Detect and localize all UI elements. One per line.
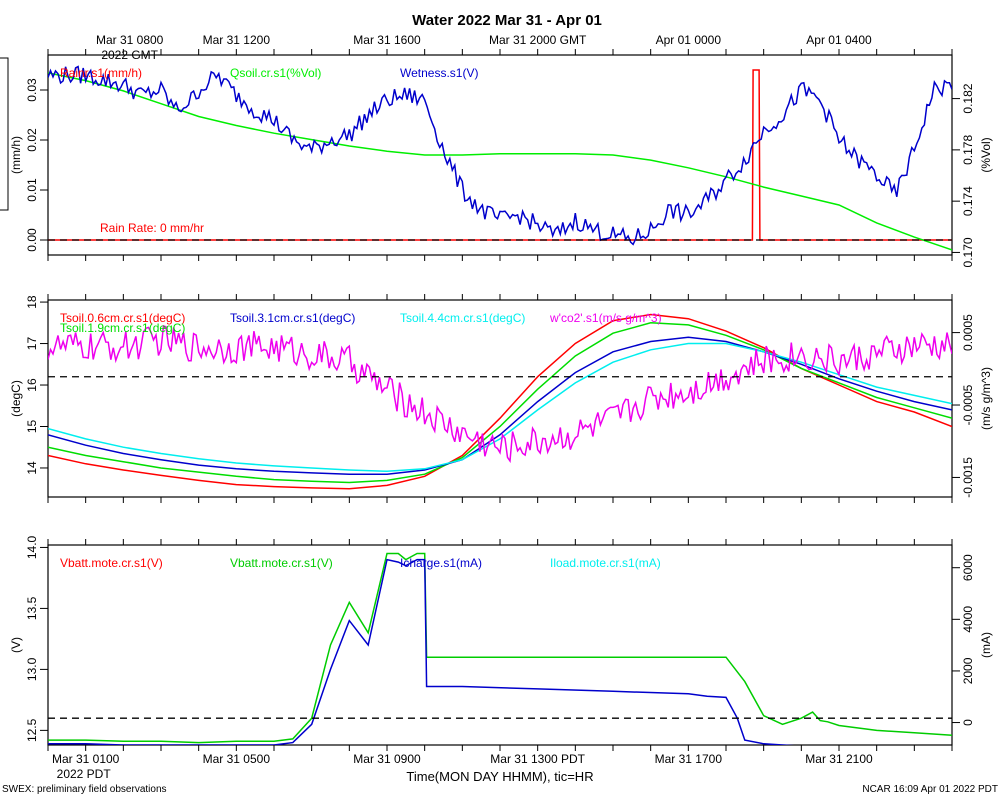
y-tick-label-left: 0.03 — [25, 78, 39, 102]
legend-label: Icharge.s1(mA) — [400, 556, 482, 570]
y-tick-label-right: 4000 — [961, 606, 975, 633]
series-line-2 — [48, 336, 952, 475]
panel-soil-temperature-panel: 14 15 16 17 18 -0.0015 -0.0005 0.0005 (degC) (m/s… — [9, 294, 993, 503]
x-axis-title: Time(MON DAY HHMM), tic=HR — [406, 769, 593, 784]
y-tick-label-right: 0.178 — [961, 135, 975, 165]
y-tick-label-right: 0.174 — [961, 186, 975, 216]
left-margin-box — [0, 57, 9, 211]
y-tick-label-left: 0.02 — [25, 128, 39, 152]
panel-power-panel: 12.5 13.0 13.5 14.0 0 2000 4000 6000 (V) (mA) Vbat… — [9, 535, 993, 751]
top-time-label: Apr 01 0400 — [806, 33, 872, 47]
top-time-label: Mar 31 0800 — [96, 33, 164, 47]
y-axis-label-left: (degC) — [9, 380, 23, 417]
y-tick-label-left: 14.0 — [25, 535, 39, 559]
panel-rain-moisture-panel: 0.00 0.01 0.02 0.03 0.170 0.174 0.178 0.182 (mm/… — [9, 49, 993, 267]
y-axis-label-right: (%Vol) — [979, 137, 993, 172]
legend-label: Tsoil.3.1cm.cr.s1(degC) — [230, 311, 355, 325]
legend-label: Tsoil.0.6cm.cr.s1(degC) — [60, 311, 185, 325]
footer-left-note: SWEX: preliminary field observations — [2, 784, 167, 795]
bottom-time-label: Mar 31 1300 PDT — [490, 752, 585, 766]
y-tick-label-right: -0.0005 — [961, 384, 975, 425]
series-line-2 — [48, 65, 952, 246]
legend-label: Wetness.s1(V) — [400, 66, 478, 80]
bottom-time-label: Mar 31 0900 — [353, 752, 421, 766]
chart-panels: 0.00 0.01 0.02 0.03 0.170 0.174 0.178 0.182 (mm/… — [9, 49, 993, 751]
y-tick-label-right: 0.170 — [961, 237, 975, 267]
y-tick-label-left: 16 — [25, 378, 39, 392]
y-tick-label-left: 13.5 — [25, 596, 39, 620]
legend-label: Qsoil.cr.s1(%Vol) — [230, 66, 321, 80]
y-tick-label-right: 0 — [961, 719, 975, 726]
y-tick-label-left: 0.01 — [25, 178, 39, 202]
legend-label: Rainr.s1(mm/h) — [60, 66, 142, 80]
y-tick-label-right: 6000 — [961, 554, 975, 581]
y-axis-label-left: (V) — [9, 637, 23, 653]
y-tick-label-left: 18 — [25, 295, 39, 309]
y-tick-label-left: 14 — [25, 461, 39, 475]
y-axis-label-left: (mm/h) — [9, 136, 23, 174]
y-tick-label-right: 2000 — [961, 657, 975, 684]
bottom-time-label: Mar 31 1700 — [655, 752, 723, 766]
chart-title: Water 2022 Mar 31 - Apr 01 — [412, 12, 602, 29]
y-tick-label-left: 15 — [25, 420, 39, 434]
y-tick-label-right: 0.182 — [961, 83, 975, 113]
top-time-label: Mar 31 2000 GMT — [489, 33, 587, 47]
y-tick-label-left: 13.0 — [25, 657, 39, 681]
bottom-time-sublabel: 2022 PDT — [57, 767, 112, 781]
y-axis-label-right: (m/s g/m^3) — [979, 367, 993, 430]
series-line-3 — [48, 342, 952, 473]
bottom-time-label: Mar 31 0100 — [52, 752, 120, 766]
rain-rate-annotation: Rain Rate: 0 mm/hr — [100, 221, 204, 235]
y-tick-label-left: 0.00 — [25, 228, 39, 252]
series-line-1 — [48, 72, 952, 251]
top-time-label: Apr 01 0000 — [656, 33, 722, 47]
series-line-2 — [48, 558, 795, 745]
legend-label: Tsoil.1.9cm.cr.s1(degC) — [60, 321, 185, 335]
legend-label: Vbatt.mote.cr.s1(V) — [60, 556, 163, 570]
top-time-label: Mar 31 1200 — [203, 33, 271, 47]
y-tick-label-right: -0.0015 — [961, 457, 975, 498]
series-line-1 — [48, 552, 952, 744]
y-axis-label-right: (mA) — [979, 632, 993, 658]
legend-label: Iload.mote.cr.s1(mA) — [550, 556, 661, 570]
top-time-label: Mar 31 1600 — [353, 33, 421, 47]
y-tick-label-right: 0.0005 — [961, 314, 975, 351]
bottom-time-label: Mar 31 0500 — [203, 752, 271, 766]
plot-frame — [47, 544, 953, 746]
legend-label: Vbatt.mote.cr.s1(V) — [230, 556, 333, 570]
legend-label: Tsoil.4.4cm.cr.s1(degC) — [400, 311, 525, 325]
series-line-4 — [48, 324, 952, 464]
y-tick-label-left: 17 — [25, 337, 39, 351]
footer-right-note: NCAR 16:09 Apr 01 2022 PDT — [862, 784, 998, 795]
y-tick-label-left: 12.5 — [25, 718, 39, 742]
legend-label: w'co2'.s1(m/s g/m^3) — [549, 311, 662, 325]
series-line-0 — [48, 69, 952, 241]
series-line-1 — [48, 322, 952, 484]
bottom-time-label: Mar 31 2100 — [805, 752, 873, 766]
